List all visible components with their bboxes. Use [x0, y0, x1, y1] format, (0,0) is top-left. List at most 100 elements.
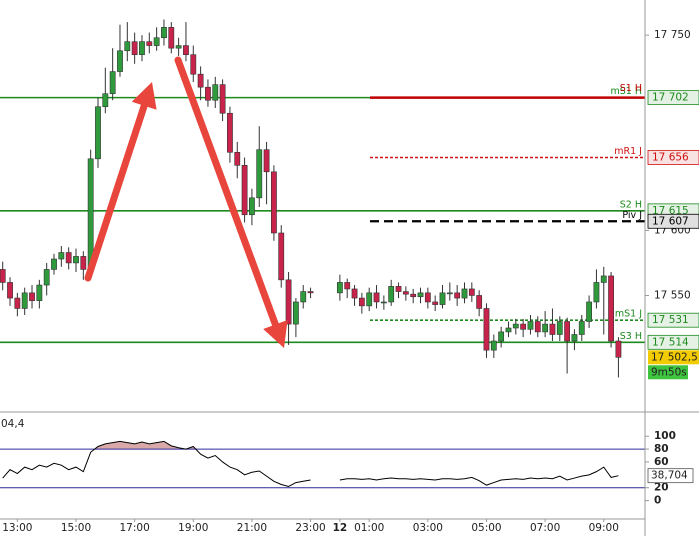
price-tag-label: 17 656: [652, 151, 689, 163]
candle-body: [227, 112, 233, 153]
price-tag: 17 656: [647, 150, 699, 165]
candle-body: [285, 279, 292, 325]
price-tag: 17 607: [647, 213, 699, 229]
candle-body: [468, 288, 475, 296]
price-tag-label: 17 615: [652, 205, 689, 217]
candle-body: [292, 301, 299, 325]
countdown-label: 9m50s: [651, 366, 687, 378]
candle-body: [461, 288, 468, 299]
candle-body: [117, 50, 123, 72]
candle-body: [263, 149, 270, 173]
price-tag-box: [647, 312, 699, 328]
price-tag-label: 17 531: [652, 314, 689, 326]
osc-y-tick-label: 80: [654, 443, 669, 455]
level-label: mS1 J: [615, 309, 642, 320]
price-tag-label: 17 607: [652, 215, 689, 227]
candle-body: [358, 297, 365, 307]
candle-body: [29, 292, 35, 301]
candle-body: [197, 73, 204, 88]
candle-body: [402, 291, 409, 295]
candle-body: [534, 321, 541, 333]
candle-body: [424, 292, 431, 303]
osc-y-tick-label: 100: [654, 430, 676, 442]
candle-body: [175, 45, 182, 49]
osc-y-tick-label: 20: [654, 482, 669, 494]
price-tag-box: [647, 334, 699, 350]
candle-body: [205, 86, 211, 101]
candle-body: [153, 37, 160, 46]
level-label: S1 H: [620, 83, 642, 94]
x-tick-label: 21:00: [237, 522, 267, 534]
price-tag-tint: [648, 313, 699, 328]
candle-body: [43, 269, 50, 286]
x-tick-label: 09:00: [589, 522, 619, 534]
osc-y-tick-label: 60: [654, 456, 669, 468]
x-tick-label: 19:00: [178, 522, 208, 534]
osc-value-box: [647, 468, 694, 484]
indicator-label: 04,4: [1, 418, 25, 430]
candle-body: [278, 232, 285, 281]
candle-body: [593, 282, 600, 303]
candle-body: [439, 292, 446, 305]
price-tag: 17 514: [647, 334, 699, 350]
candle-body: [7, 282, 13, 299]
candle-body: [190, 54, 197, 75]
candle-body: [380, 301, 387, 304]
candle-body: [161, 27, 167, 39]
overbought-fill: [94, 441, 196, 450]
candle-body: [73, 256, 79, 264]
x-tick-label: 01:00: [354, 522, 384, 534]
oscillator-panel: [0, 440, 645, 489]
price-tag-box: [647, 150, 699, 165]
x-tick-label: 17:00: [120, 522, 150, 534]
x-tick-label: 03:00: [413, 522, 443, 534]
candle-body: [578, 321, 585, 335]
last-price-label: 17 502,5: [651, 351, 698, 363]
candle-body: [336, 282, 343, 294]
candle-body: [549, 323, 556, 335]
candle-body: [249, 197, 255, 216]
arrow-up: [84, 82, 157, 282]
countdown-box: [648, 365, 688, 380]
candle-body: [80, 256, 87, 270]
candle-body: [366, 292, 373, 307]
candle-body: [527, 321, 534, 330]
x-tick-label: 05:00: [471, 522, 501, 534]
last-price-box: [648, 350, 699, 365]
level-label: mR1 J: [614, 146, 642, 157]
candle-body: [95, 106, 101, 160]
candle-body: [183, 45, 189, 55]
candle-body: [87, 158, 94, 270]
x-tick-label: 15:00: [61, 522, 91, 534]
candle-body: [124, 41, 131, 52]
price-tag-box: [647, 90, 699, 106]
candle-body: [65, 252, 72, 264]
candle-body: [432, 301, 439, 305]
candle-body: [417, 292, 424, 298]
osc-value-label: 38,704: [651, 470, 688, 482]
price-tag-box: [647, 213, 699, 229]
candle-body: [498, 331, 505, 342]
candle-body: [454, 292, 461, 299]
level-label: mS1 H: [611, 86, 643, 97]
price-tag-tint: [648, 150, 699, 165]
price-tag-label: 17 514: [652, 336, 689, 348]
candle-body: [564, 321, 571, 342]
candle-body: [395, 286, 402, 292]
candle-body: [168, 27, 175, 49]
candle-body: [256, 149, 263, 199]
x-tick-label: 12: [333, 522, 348, 534]
candle-body: [446, 292, 453, 295]
price-tag-label: 17 702: [652, 92, 689, 104]
oscillator-line: [2, 440, 619, 487]
y-tick-label: 17 750: [654, 29, 691, 41]
y-tick-label: 17 550: [654, 289, 691, 301]
candle-body: [219, 84, 226, 114]
candle-body: [483, 308, 490, 351]
osc-y-tick-label: 0: [654, 495, 661, 507]
x-tick-label: 13:00: [2, 522, 32, 534]
level-label: Piv J: [622, 210, 642, 221]
candle-body: [351, 288, 358, 299]
